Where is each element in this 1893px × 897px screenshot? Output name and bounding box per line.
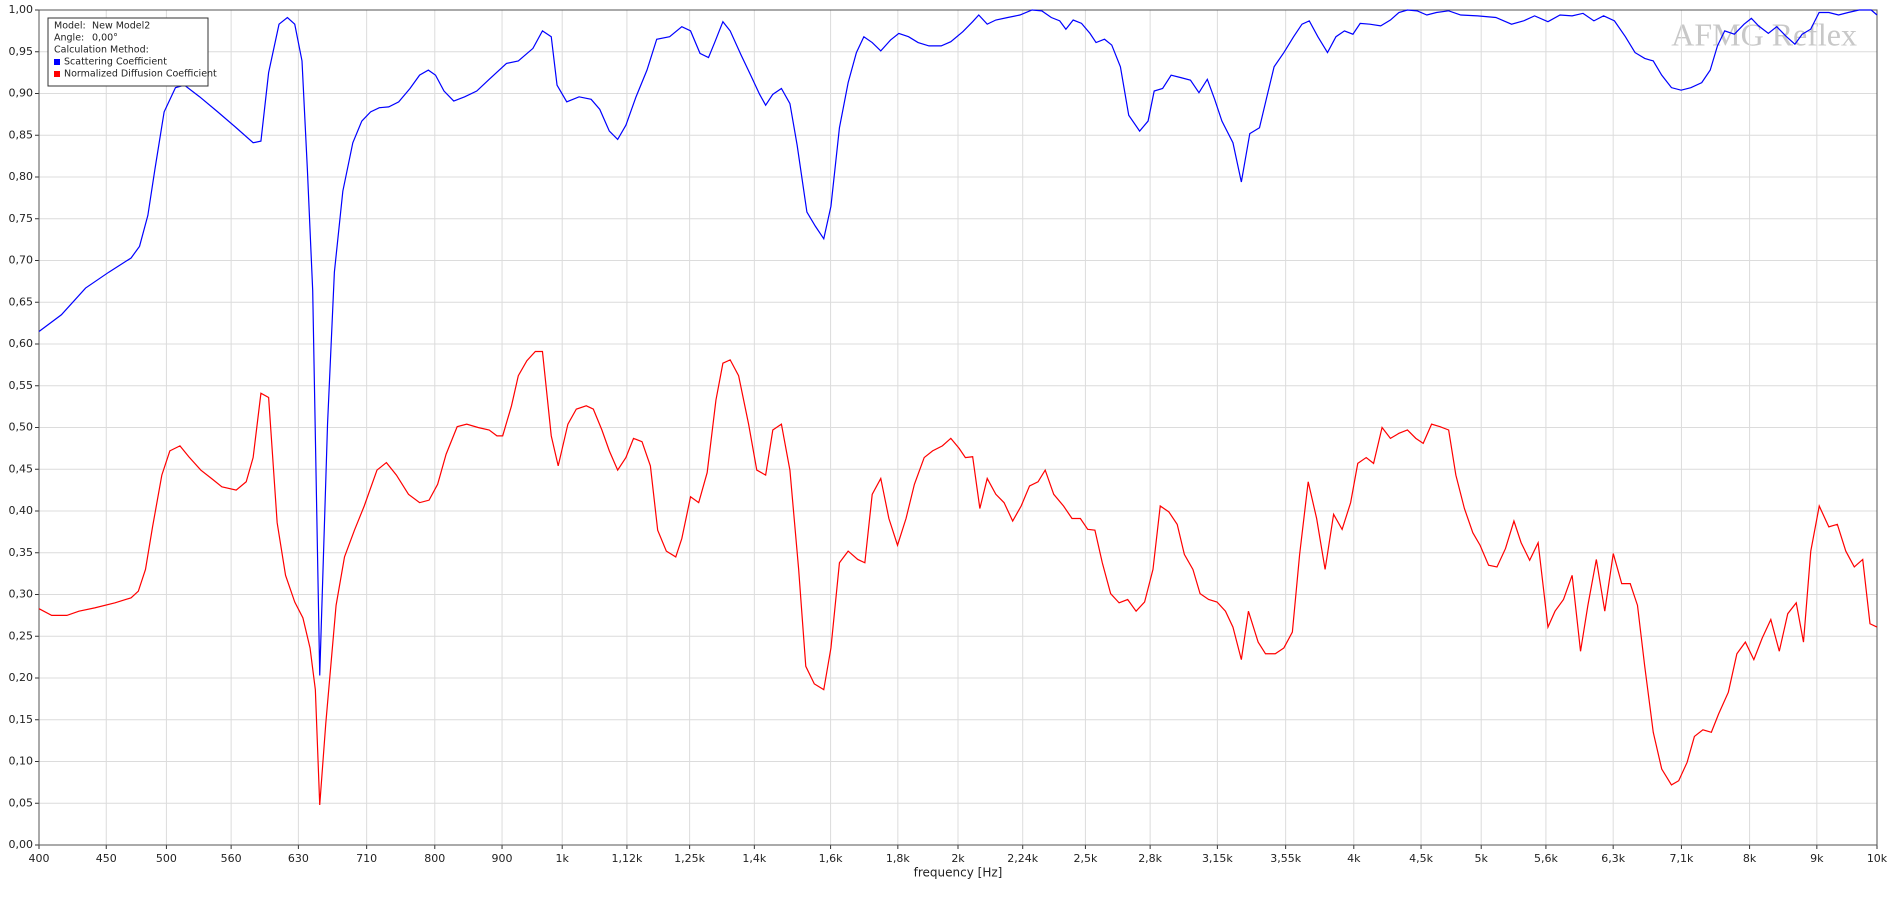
x-tick-label: 1,8k: [886, 852, 910, 865]
watermark: AFMG Reflex: [1671, 16, 1857, 52]
y-tick-label: 0,35: [9, 546, 34, 559]
x-tick-label: 400: [29, 852, 50, 865]
info-value: 0,00°: [92, 33, 118, 44]
y-tick-label: 0,75: [9, 212, 34, 225]
y-tick-label: 0,80: [9, 170, 34, 183]
legend: Model: New Model2 Angle: 0,00°Calculation M…: [47, 17, 217, 87]
y-tick-label: 0,50: [9, 421, 34, 434]
data-line: [38, 9, 1878, 676]
x-tick-label: 3,55k: [1270, 852, 1301, 865]
x-tick-label: 1k: [556, 852, 570, 865]
y-tick-label: 0,20: [9, 671, 34, 684]
x-tick-label: 1,6k: [819, 852, 843, 865]
x-tick-label: 4,5k: [1409, 852, 1433, 865]
y-tick-label: 0,15: [9, 713, 34, 726]
y-tick-label: 0,85: [9, 128, 34, 141]
plot-frame: [38, 9, 1878, 846]
x-tick-label: 1,25k: [674, 852, 705, 865]
x-tick-label: 3,15k: [1202, 852, 1233, 865]
y-tick-label: 0,10: [9, 755, 34, 768]
y-tick-label: 0,95: [9, 45, 34, 58]
x-tick-label: 5,6k: [1534, 852, 1558, 865]
x-tick-label: 4k: [1347, 852, 1361, 865]
y-tick-label: 0,05: [9, 796, 34, 809]
y-tick-label: 0,30: [9, 588, 34, 601]
y-tick-label: 1,00: [9, 3, 34, 16]
y-tick-label: 0,45: [9, 462, 34, 475]
x-tick-label: 450: [96, 852, 117, 865]
y-tick-label: 0,90: [9, 87, 34, 100]
x-tick-label: 560: [221, 852, 242, 865]
info-label: Calculation Method:: [54, 45, 149, 56]
legend-label: Scattering Coefficient: [64, 57, 167, 68]
info-label: Model:: [54, 21, 86, 32]
info-value: New Model2: [92, 21, 150, 32]
y-tick-label: 0,25: [9, 629, 34, 642]
x-tick-label: 2k: [951, 852, 965, 865]
x-tick-label: 2,24k: [1007, 852, 1038, 865]
x-tick-label: 500: [156, 852, 177, 865]
x-tick-label: 7,1k: [1669, 852, 1693, 865]
x-tick-label: 630: [288, 852, 309, 865]
x-tick-label: 10k: [1867, 852, 1888, 865]
y-tick-label: 0,65: [9, 295, 34, 308]
y-tick-label: 0,00: [9, 838, 34, 851]
info-label: Angle:: [54, 33, 84, 44]
y-tick-label: 0,70: [9, 254, 34, 267]
legend-swatch: [54, 71, 60, 77]
y-tick-label: 0,55: [9, 379, 34, 392]
y-tick-label: 0,40: [9, 504, 34, 517]
y-tick-label: 0,60: [9, 337, 34, 350]
x-tick-label: 9k: [1810, 852, 1824, 865]
x-tick-label: 8k: [1743, 852, 1757, 865]
x-axis-label: frequency [Hz]: [914, 866, 1003, 880]
legend-label: Normalized Diffusion Coefficient: [64, 69, 217, 80]
x-tick-label: 6,3k: [1601, 852, 1625, 865]
x-tick-label: 5k: [1475, 852, 1489, 865]
legend-swatch: [54, 59, 60, 65]
legend-box: [47, 17, 209, 87]
x-tick-label: 1,12k: [611, 852, 642, 865]
x-tick-label: 900: [492, 852, 513, 865]
x-tick-label: 1,4k: [742, 852, 766, 865]
data-line: [38, 350, 1878, 805]
x-tick-label: 2,5k: [1073, 852, 1097, 865]
x-tick-label: 710: [356, 852, 377, 865]
x-tick-label: 800: [424, 852, 445, 865]
x-tick-label: 2,8k: [1138, 852, 1162, 865]
